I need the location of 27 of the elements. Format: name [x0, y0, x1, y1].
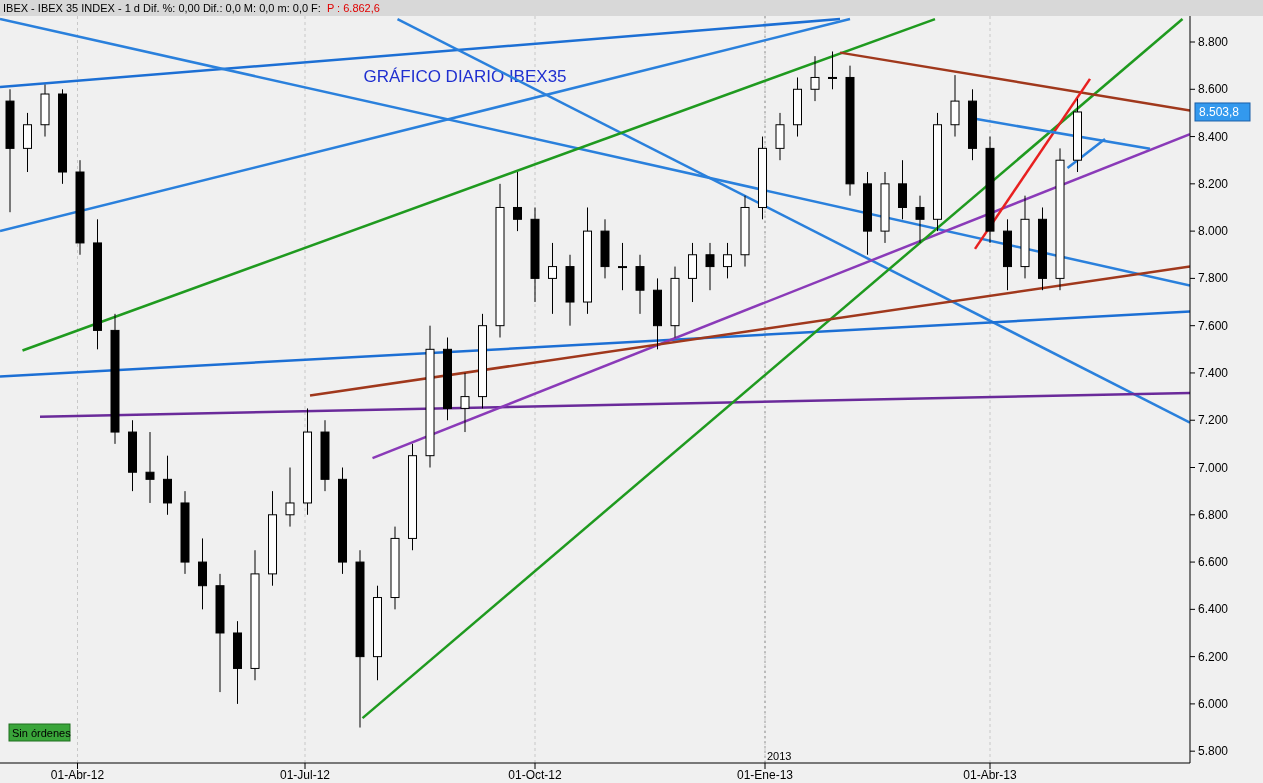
y-tick-label: 8.600	[1198, 82, 1229, 97]
y-tick-label: 7.600	[1198, 318, 1229, 333]
y-tick-label: 6.200	[1198, 649, 1229, 664]
chart-subtitle: IBEX - IBEX 35 INDEX - 1 d Dif. %: 0,00 Dif.: 0,0 M: 0,0 m: 0,0 F:	[3, 2, 321, 14]
y-tick-label: 8.400	[1198, 129, 1229, 144]
text: 8.503,8	[1199, 104, 1240, 119]
x-tick-label: 01-Oct-12	[508, 768, 562, 782]
y-tick-label: 8.200	[1198, 176, 1229, 191]
ref-line-label: 2013	[767, 750, 792, 762]
y-tick-label: 5.800	[1198, 744, 1229, 759]
x-tick-label: 01-Abr-13	[963, 768, 1017, 782]
text: P : 6.862,6	[326, 2, 380, 14]
y-tick-label: 6.600	[1198, 555, 1229, 570]
x-tick-label: 01-Ene-13	[736, 768, 794, 782]
annotation: Sin órdenes	[12, 727, 72, 739]
y-tick-label: 7.400	[1198, 365, 1229, 380]
y-tick-label: 6.400	[1198, 602, 1229, 617]
y-tick-label: 7.000	[1198, 460, 1229, 475]
y-tick-label: 8.000	[1198, 224, 1229, 239]
y-tick-label: 8.800	[1198, 35, 1229, 49]
x-tick-label: 01-Jul-12	[279, 768, 331, 782]
y-tick-label: 6.800	[1198, 507, 1229, 522]
x-tick-label: 01-Abr-12	[50, 768, 105, 782]
y-tick-label: 7.800	[1198, 271, 1229, 286]
text: GRÁFICO DIARIO IBEX35	[363, 67, 567, 86]
y-tick-label: 7.200	[1198, 413, 1229, 428]
y-tick-label: 6.000	[1198, 696, 1229, 711]
